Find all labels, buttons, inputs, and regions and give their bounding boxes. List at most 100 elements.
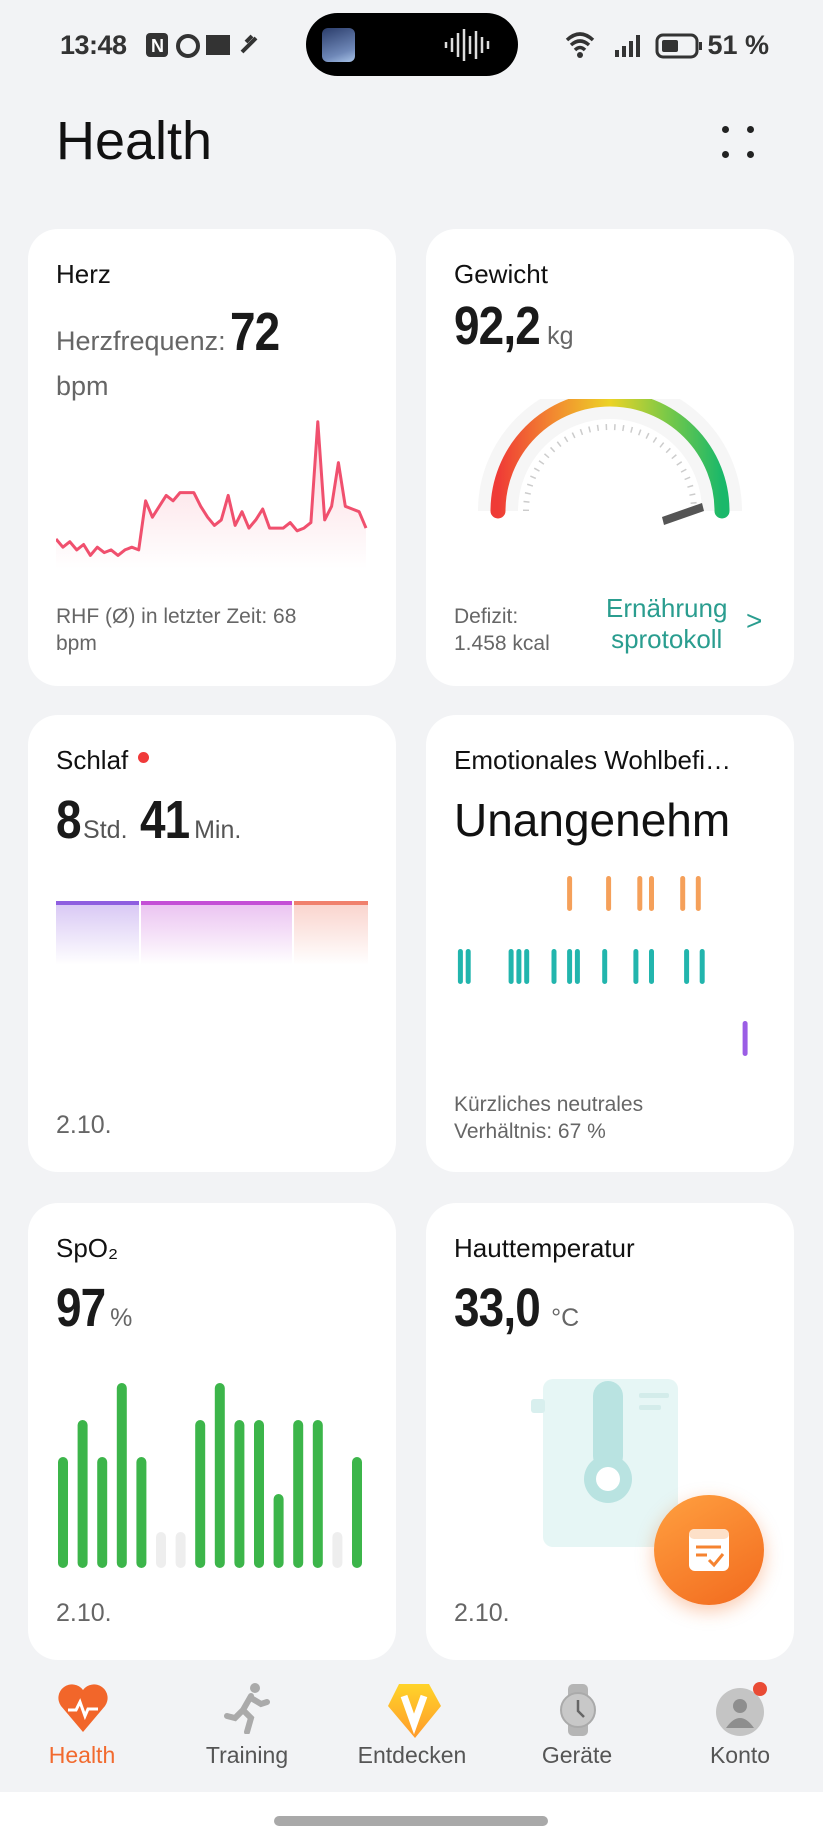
emotion-card[interactable]: Emotionales Wohlbefi… Unangenehm Kürzlic… (426, 715, 794, 1172)
skin-date: 2.10. (454, 1599, 510, 1627)
nutrition-log-link[interactable]: Ernährung sprotokoll (606, 593, 727, 655)
emotion-tick-neutral (524, 949, 530, 984)
resting-hr-unit: bpm (56, 632, 97, 655)
spo2-bar (116, 1383, 127, 1568)
running-icon (224, 1683, 270, 1734)
emotion-tick-unpleasant (680, 876, 686, 911)
nav-health[interactable]: Health (12, 1670, 152, 1792)
dynamic-island[interactable] (306, 13, 518, 76)
footer-line1: Kürzliches neutrales (454, 1093, 644, 1116)
deficit-value: 1.458 kcal (454, 632, 550, 655)
card-title: Herz (56, 259, 111, 289)
spo2-bar (195, 1420, 206, 1568)
hours-unit: Std. (83, 816, 128, 844)
more-icon[interactable] (720, 124, 756, 160)
card-title: SpO₂ (56, 1233, 119, 1263)
signal-icon (615, 35, 640, 57)
spo2-unit: % (110, 1304, 133, 1332)
alarm-icon (176, 34, 200, 58)
account-icon (716, 1682, 767, 1736)
emotion-tick-unpleasant (695, 876, 701, 911)
home-indicator[interactable] (274, 1816, 548, 1826)
nav-label: Health (48, 1742, 116, 1768)
nav-training[interactable]: Training (177, 1670, 317, 1792)
audio-wave-icon (444, 29, 490, 61)
weight-value: 92,2 (454, 296, 541, 356)
sleep-stage-segment (56, 901, 140, 965)
emotion-tick-neutral (699, 949, 705, 984)
status-bar: 13:48 N 51 % (0, 0, 823, 90)
status-icons-right (565, 32, 702, 59)
spo2-date: 2.10. (56, 1599, 112, 1627)
bottom-navigation: Health Training Entdecken Geräte Konto (0, 1670, 823, 1792)
sleep-title: Schlaf (56, 745, 129, 775)
spo2-bar (254, 1420, 264, 1568)
svg-text:N: N (151, 36, 164, 56)
emotion-chart (457, 876, 748, 1056)
spo2-bar (312, 1420, 323, 1568)
heart-rate-line (56, 420, 368, 557)
discover-icon (388, 1684, 441, 1738)
emotion-tick-neutral (457, 949, 463, 984)
sleep-minutes: 41 (139, 790, 190, 850)
emotion-tick-neutral (508, 949, 514, 984)
footer-line2: Verhältnis: 67 % (454, 1120, 606, 1143)
emotion-tick-neutral (516, 949, 522, 984)
nav-account[interactable]: Konto (670, 1670, 810, 1792)
minutes-unit: Min. (194, 816, 242, 844)
spo2-bar (136, 1457, 147, 1568)
record-icon (689, 1529, 729, 1571)
heart-card[interactable]: Herz Herzfrequenz: 72 bpm RHF (Ø) in let… (28, 229, 396, 686)
weight-gauge (478, 399, 742, 525)
emotion-value: Unangenehm (454, 794, 731, 846)
card-title: Gewicht (454, 259, 548, 289)
skin-temperature-card[interactable]: Hauttemperatur 33,0 °C 2.10. (426, 1203, 794, 1660)
emotion-footer: Kürzliches neutrales Verhältnis: 67 % (454, 1091, 643, 1145)
gauge-arc (490, 399, 730, 519)
album-art (322, 28, 355, 62)
skin-temp-value: 33,0 (454, 1278, 541, 1338)
emotion-tick-neutral (567, 949, 573, 984)
battery-icon (655, 33, 699, 59)
status-icons-left: N (146, 33, 258, 58)
sleep-stage-segment (294, 901, 368, 965)
emotion-tick-neutral (633, 949, 639, 984)
gesture-area (0, 1792, 823, 1844)
deficit: Defizit: 1.458 kcal (454, 603, 550, 657)
nav-devices[interactable]: Geräte (507, 1670, 647, 1792)
emotion-tick-unpleasant (567, 876, 573, 911)
spo2-bar (77, 1420, 88, 1568)
resting-hr-text: RHF (Ø) in letzter Zeit: 68 (56, 605, 297, 628)
emotion-tick-unpleasant (649, 876, 654, 911)
emotion-tick-unpleasant (606, 876, 612, 911)
sleep-stage-segment (141, 901, 293, 965)
gauge-needle (662, 503, 704, 525)
weight-unit: kg (547, 322, 574, 350)
notification-dot (753, 1682, 767, 1696)
chevron-right-icon: > (746, 605, 763, 636)
nav-label: Konto (709, 1742, 771, 1768)
heart-rate-unit: bpm (56, 371, 109, 401)
emotion-tick-neutral (602, 949, 608, 984)
nav-discover[interactable]: Entdecken (342, 1670, 482, 1792)
emotion-tick-pleasant (742, 1021, 748, 1056)
deficit-label: Defizit: (454, 605, 519, 628)
spo2-bar (293, 1420, 304, 1568)
heart-icon (58, 1684, 108, 1732)
heart-rate-label: Herzfrequenz: (56, 326, 226, 356)
record-button[interactable] (654, 1495, 764, 1605)
emotion-tick-unpleasant (637, 876, 643, 911)
heart-rate-area (56, 421, 366, 569)
spo2-card[interactable]: SpO₂ 97% 2.10. (28, 1203, 396, 1660)
emotion-tick-neutral (465, 949, 471, 984)
health-sync-icon (240, 34, 258, 54)
watch-icon (560, 1684, 596, 1736)
weight-card[interactable]: Gewicht 92,2 kg Defizit: 1.458 kcal Ernähr… (426, 229, 794, 686)
nav-label: Geräte (541, 1742, 613, 1768)
spo2-bar-empty (156, 1532, 166, 1568)
spo2-bar (97, 1457, 108, 1568)
unread-dot (138, 752, 150, 763)
sleep-card[interactable]: Schlaf 8Std. 41 Min. 2.10. (28, 715, 396, 1172)
card-title: Emotionales Wohlbefi… (454, 745, 731, 775)
thermometer-illustration (531, 1379, 678, 1547)
